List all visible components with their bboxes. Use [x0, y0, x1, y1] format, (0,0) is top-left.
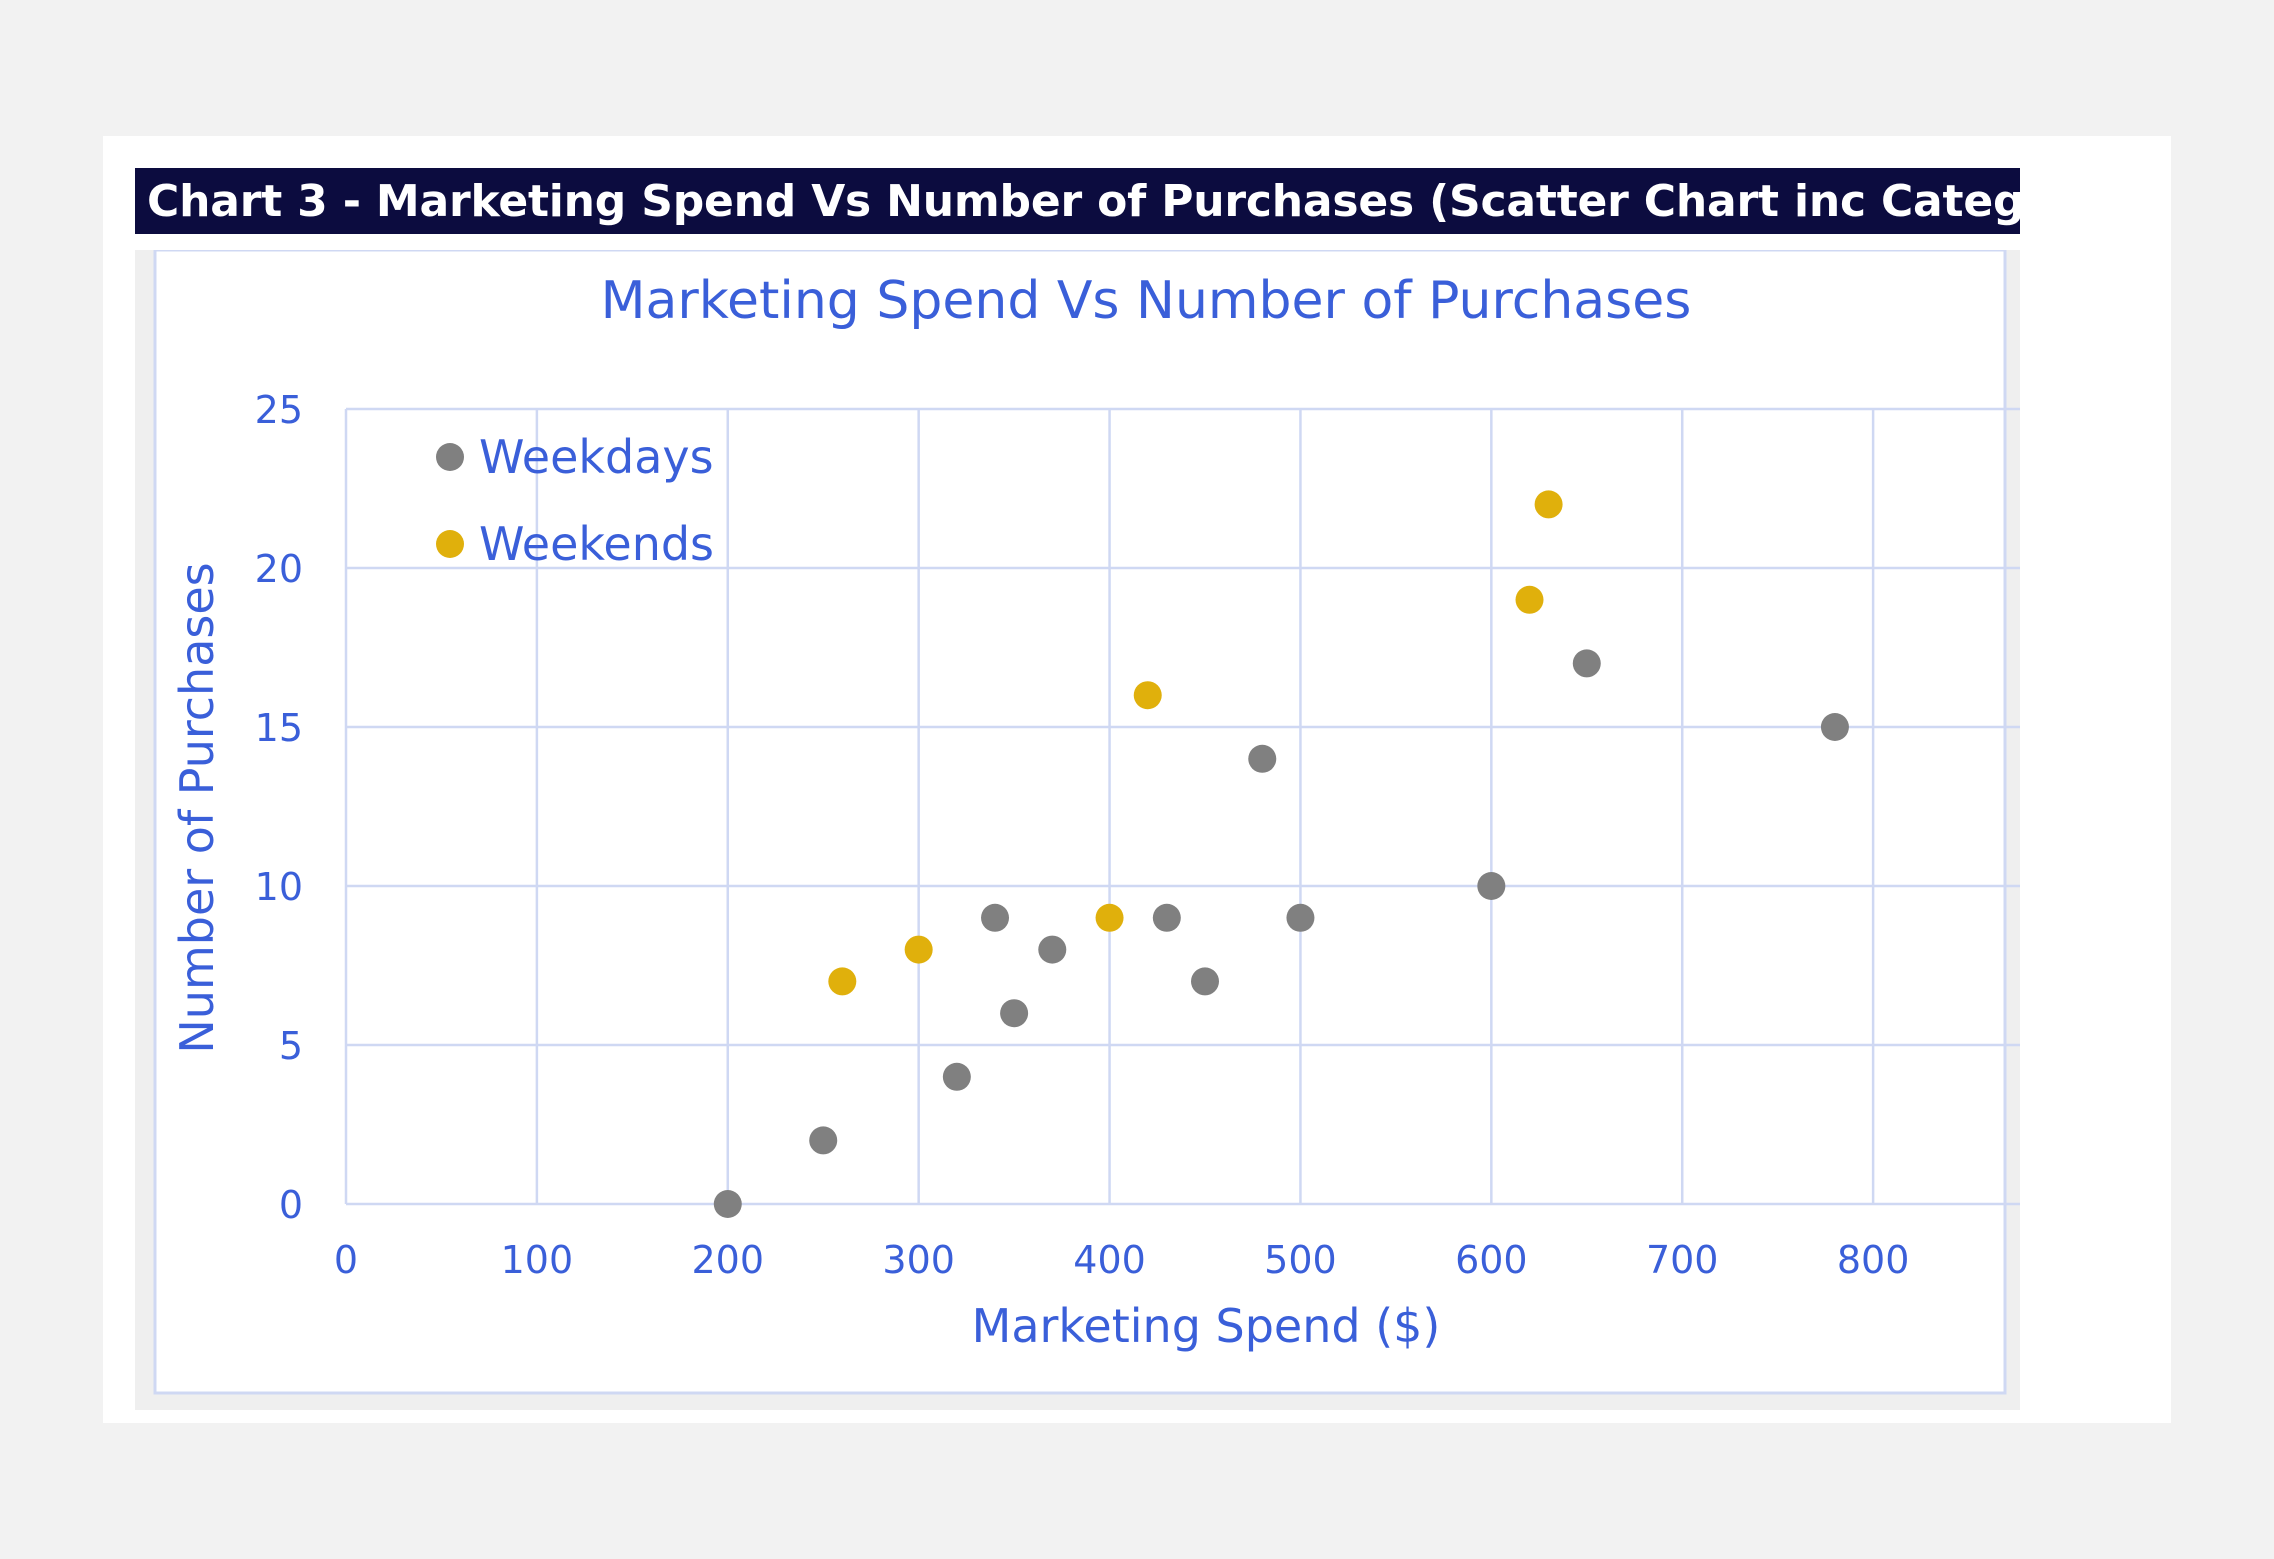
x-tick-label: 100: [501, 1238, 574, 1282]
legend-label-weekdays: Weekdays: [479, 430, 714, 484]
x-tick-label: 800: [1837, 1238, 1910, 1282]
legend-marker-weekends: [436, 530, 464, 558]
x-tick-label: 300: [882, 1238, 955, 1282]
y-tick-label: 0: [279, 1183, 303, 1227]
x-tick-label: 0: [334, 1238, 358, 1282]
data-point-weekdays: [809, 1126, 838, 1155]
data-points: [713, 490, 1849, 1218]
x-axis-ticks: 0100200300400500600700800900: [334, 1238, 1910, 1282]
y-tick-label: 15: [255, 706, 303, 750]
scatter-chart: Marketing Spend Vs Number of Purchases 0…: [153, 250, 2020, 1395]
data-point-weekdays: [1477, 872, 1506, 900]
data-point-weekdays: [1248, 744, 1277, 773]
data-point-weekdays: [713, 1190, 742, 1218]
data-point-weekdays: [1152, 903, 1181, 932]
y-tick-label: 20: [255, 547, 303, 591]
y-tick-label: 10: [255, 865, 303, 909]
y-tick-label: 25: [255, 388, 303, 432]
grid-lines: [344, 407, 2020, 1206]
data-point-weekdays: [1191, 967, 1219, 996]
x-tick-label: 500: [1264, 1238, 1337, 1282]
data-point-weekdays: [1038, 935, 1067, 964]
y-tick-label: 5: [279, 1024, 303, 1068]
legend: Weekdays Weekends: [436, 430, 714, 571]
data-point-weekends: [904, 935, 933, 964]
chart-title: Marketing Spend Vs Number of Purchases: [601, 271, 1692, 331]
y-axis-label: Number of Purchases: [170, 562, 224, 1053]
chart-area: Marketing Spend Vs Number of Purchases 0…: [135, 250, 2020, 1410]
data-point-weekdays: [1572, 649, 1601, 678]
x-tick-label: 200: [692, 1238, 765, 1282]
data-point-weekdays: [1820, 713, 1849, 741]
data-point-weekdays: [981, 903, 1010, 932]
legend-marker-weekdays: [436, 443, 464, 471]
legend-label-weekends: Weekends: [479, 517, 714, 571]
x-tick-label: 600: [1455, 1238, 1528, 1282]
data-point-weekends: [1133, 681, 1162, 710]
data-point-weekends: [1534, 490, 1563, 519]
x-axis-label: Marketing Spend ($): [972, 1299, 1441, 1353]
data-point-weekends: [1095, 903, 1124, 932]
data-point-weekends: [1515, 585, 1544, 614]
x-tick-label: 700: [1646, 1238, 1719, 1282]
data-point-weekdays: [942, 1062, 971, 1091]
data-point-weekdays: [1000, 999, 1029, 1028]
chart-header-bar: Chart 3 - Marketing Spend Vs Number of P…: [135, 168, 2166, 234]
chart-frame: [153, 250, 2007, 1395]
data-point-weekdays: [1286, 903, 1315, 932]
chart-header-title: Chart 3 - Marketing Spend Vs Number of P…: [147, 175, 2167, 227]
data-point-weekends: [828, 967, 857, 996]
x-tick-label: 400: [1073, 1238, 1146, 1282]
y-axis-ticks: 0 5 10 15 20 25: [255, 388, 303, 1227]
